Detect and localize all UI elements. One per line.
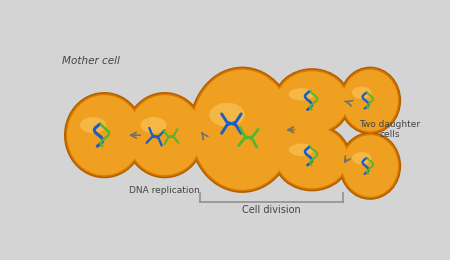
Text: Cell division: Cell division xyxy=(242,205,301,215)
Ellipse shape xyxy=(352,87,372,99)
Ellipse shape xyxy=(190,68,294,191)
Ellipse shape xyxy=(289,88,314,101)
Ellipse shape xyxy=(273,68,351,136)
Ellipse shape xyxy=(140,117,166,133)
Ellipse shape xyxy=(341,134,400,198)
Ellipse shape xyxy=(66,94,143,177)
Ellipse shape xyxy=(125,92,205,178)
Text: Two daughter
cells: Two daughter cells xyxy=(359,120,420,139)
Ellipse shape xyxy=(339,67,401,134)
Ellipse shape xyxy=(127,95,202,175)
Ellipse shape xyxy=(210,103,245,127)
Ellipse shape xyxy=(189,67,296,193)
Text: DNA replication: DNA replication xyxy=(130,186,200,195)
Ellipse shape xyxy=(339,132,401,200)
Ellipse shape xyxy=(352,152,372,164)
Ellipse shape xyxy=(273,124,351,191)
Ellipse shape xyxy=(342,135,398,197)
Ellipse shape xyxy=(64,92,144,178)
Ellipse shape xyxy=(192,70,292,190)
Ellipse shape xyxy=(276,127,348,188)
Ellipse shape xyxy=(276,71,348,133)
Ellipse shape xyxy=(80,117,106,133)
Ellipse shape xyxy=(289,144,314,156)
Text: Mother cell: Mother cell xyxy=(63,56,120,66)
Ellipse shape xyxy=(341,68,400,133)
Ellipse shape xyxy=(275,125,349,190)
Ellipse shape xyxy=(275,70,349,134)
Ellipse shape xyxy=(67,95,141,175)
Ellipse shape xyxy=(126,94,203,177)
Ellipse shape xyxy=(342,70,398,131)
